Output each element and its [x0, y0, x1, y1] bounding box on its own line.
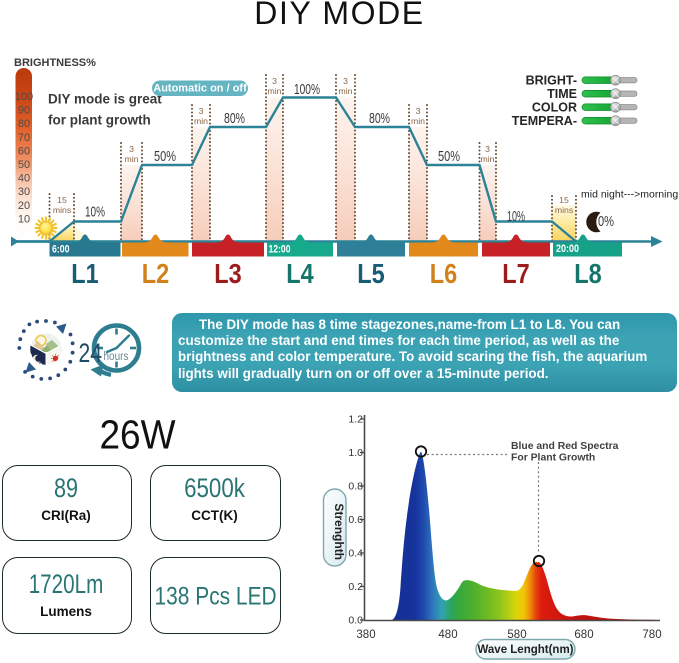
- svg-text:mins: mins: [53, 205, 72, 215]
- svg-text:for plant growth: for plant growth: [48, 113, 151, 128]
- svg-text:3: 3: [343, 76, 348, 86]
- svg-text:BRIGHTNESS%: BRIGHTNESS%: [14, 57, 96, 69]
- svg-text:3: 3: [129, 144, 134, 154]
- svg-text:L2: L2: [142, 259, 169, 289]
- svg-text:40: 40: [18, 173, 30, 185]
- svg-text:80%: 80%: [369, 110, 390, 127]
- svg-text:3: 3: [485, 144, 490, 154]
- svg-text:0.4: 0.4: [348, 548, 363, 560]
- svg-text:min: min: [481, 154, 495, 164]
- svg-text:10%: 10%: [507, 208, 525, 225]
- svg-text:0.0: 0.0: [348, 615, 363, 627]
- svg-text:hours: hours: [104, 351, 129, 363]
- svg-text:1.0: 1.0: [348, 447, 363, 459]
- svg-text:15: 15: [559, 195, 569, 205]
- svg-text:80%: 80%: [224, 110, 245, 127]
- svg-text:6:00: 6:00: [52, 244, 70, 256]
- svg-text:0.6: 0.6: [348, 514, 363, 526]
- svg-text:30: 30: [18, 186, 30, 198]
- svg-text:BRIGHT-: BRIGHT-: [526, 74, 577, 88]
- svg-text:3: 3: [272, 76, 277, 86]
- svg-text:10: 10: [18, 213, 30, 225]
- svg-text:For Plant Growth: For Plant Growth: [511, 453, 595, 464]
- svg-text:50%: 50%: [154, 148, 176, 165]
- svg-text:780: 780: [642, 629, 661, 641]
- svg-text:0.8: 0.8: [348, 481, 363, 493]
- svg-text:12:00: 12:00: [269, 244, 291, 256]
- svg-text:480: 480: [438, 629, 457, 641]
- svg-text:DIY mode is great: DIY mode is great: [48, 92, 162, 107]
- svg-text:3: 3: [199, 106, 204, 116]
- svg-text:90: 90: [18, 105, 30, 117]
- svg-text:80: 80: [18, 118, 30, 130]
- svg-text:TEMPERA-: TEMPERA-: [512, 114, 577, 128]
- svg-text:24: 24: [79, 338, 103, 368]
- svg-text:0%: 0%: [598, 213, 614, 230]
- svg-text:100: 100: [15, 91, 33, 103]
- svg-text:min: min: [339, 86, 353, 96]
- svg-text:L5: L5: [357, 259, 384, 289]
- svg-text:L6: L6: [430, 259, 457, 289]
- svg-text:580: 580: [507, 629, 526, 641]
- svg-text:COLOR: COLOR: [532, 101, 577, 115]
- svg-text:L4: L4: [286, 259, 314, 289]
- svg-text:mins: mins: [555, 205, 574, 215]
- svg-text:Wave Lenght(nm): Wave Lenght(nm): [477, 644, 573, 656]
- svg-text:min: min: [194, 116, 208, 126]
- svg-text:min: min: [268, 86, 282, 96]
- svg-text:0.2: 0.2: [348, 581, 363, 593]
- svg-text:L3: L3: [214, 259, 241, 289]
- svg-text:L7: L7: [502, 259, 529, 289]
- svg-text:Strenghth: Strenghth: [332, 503, 346, 560]
- svg-text:min: min: [125, 154, 139, 164]
- svg-text:10%: 10%: [85, 204, 105, 221]
- svg-text:L1: L1: [71, 259, 98, 289]
- svg-text:100%: 100%: [294, 81, 320, 98]
- svg-text:50%: 50%: [438, 148, 460, 165]
- svg-text:70: 70: [18, 132, 30, 144]
- svg-text:TIME: TIME: [547, 87, 577, 101]
- svg-text:1.2: 1.2: [348, 414, 363, 426]
- svg-text:20: 20: [18, 200, 30, 212]
- svg-text:50: 50: [18, 159, 30, 171]
- svg-text:3: 3: [416, 106, 421, 116]
- svg-text:mid night--->morning: mid night--->morning: [581, 189, 678, 201]
- svg-text:min: min: [411, 116, 425, 126]
- svg-text:20:00: 20:00: [556, 243, 579, 255]
- svg-text:15: 15: [57, 195, 67, 205]
- svg-text:680: 680: [574, 629, 593, 641]
- svg-text:Blue and Red Spectra: Blue and Red Spectra: [511, 441, 619, 452]
- svg-text:60: 60: [18, 145, 30, 157]
- svg-text:380: 380: [356, 629, 375, 641]
- svg-text:Automatic on / off: Automatic on / off: [153, 83, 247, 95]
- svg-text:L8: L8: [574, 259, 601, 289]
